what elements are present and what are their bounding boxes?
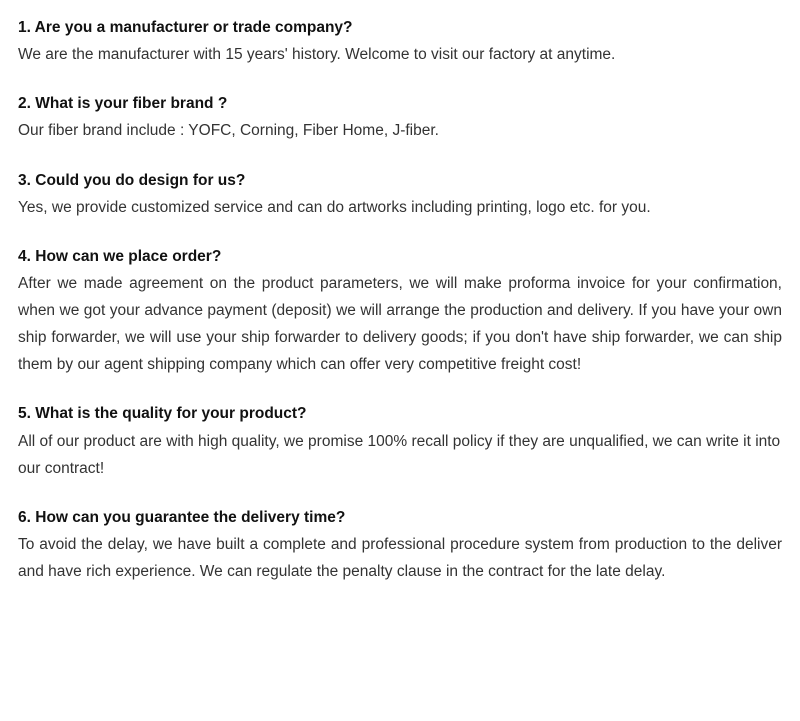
faq-answer-2: Our fiber brand include : YOFC, Corning,… <box>18 117 782 144</box>
faq-item-6: 6. How can you guarantee the delivery ti… <box>18 504 782 585</box>
faq-answer-3: Yes, we provide customized service and c… <box>18 194 782 221</box>
faq-question-2: 2. What is your fiber brand ? <box>18 90 782 117</box>
faq-item-3: 3. Could you do design for us? Yes, we p… <box>18 167 782 221</box>
faq-item-1: 1. Are you a manufacturer or trade compa… <box>18 14 782 68</box>
faq-answer-6: To avoid the delay, we have built a comp… <box>18 531 782 585</box>
faq-question-5: 5. What is the quality for your product? <box>18 400 782 427</box>
faq-question-1: 1. Are you a manufacturer or trade compa… <box>18 14 782 41</box>
faq-answer-4: After we made agreement on the product p… <box>18 270 782 379</box>
faq-answer-5: All of our product are with high quality… <box>18 428 782 482</box>
faq-answer-1: We are the manufacturer with 15 years' h… <box>18 41 782 68</box>
faq-question-text: How can you guarantee the delivery time? <box>35 509 345 526</box>
faq-question-text: Could you do design for us? <box>35 172 245 189</box>
faq-list: 1. Are you a manufacturer or trade compa… <box>18 14 782 585</box>
faq-item-5: 5. What is the quality for your product?… <box>18 400 782 481</box>
faq-number: 5. <box>18 405 31 422</box>
faq-question-text: What is your fiber brand ? <box>35 95 227 112</box>
faq-number: 3. <box>18 172 31 189</box>
faq-item-2: 2. What is your fiber brand ? Our fiber … <box>18 90 782 144</box>
faq-number: 1. <box>18 19 31 36</box>
faq-question-3: 3. Could you do design for us? <box>18 167 782 194</box>
faq-item-4: 4. How can we place order? After we made… <box>18 243 782 379</box>
faq-question-text: How can we place order? <box>35 248 221 265</box>
faq-question-text: Are you a manufacturer or trade company? <box>35 19 353 36</box>
faq-question-text: What is the quality for your product? <box>35 405 306 422</box>
faq-question-4: 4. How can we place order? <box>18 243 782 270</box>
faq-question-6: 6. How can you guarantee the delivery ti… <box>18 504 782 531</box>
faq-number: 4. <box>18 248 31 265</box>
faq-number: 6. <box>18 509 31 526</box>
faq-number: 2. <box>18 95 31 112</box>
